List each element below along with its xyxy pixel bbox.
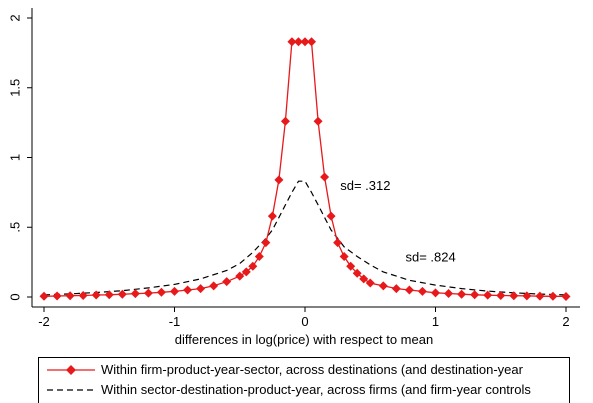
data-point-marker	[248, 261, 258, 271]
data-point-marker	[391, 284, 401, 294]
data-point-marker	[254, 252, 264, 262]
data-point-marker	[267, 211, 277, 221]
x-tick-label: -2	[38, 314, 50, 329]
data-point-marker	[535, 291, 545, 301]
legend-label-series1: Within firm-product-year-sector, across …	[101, 362, 523, 377]
x-ticks: -2 -1 0 1 2	[38, 307, 570, 329]
series-layer	[39, 37, 571, 301]
legend-swatch-series2	[47, 389, 95, 391]
data-point-marker	[326, 211, 336, 221]
data-point-marker	[130, 289, 140, 299]
data-point-marker	[274, 175, 284, 185]
data-point-marker	[65, 291, 75, 301]
data-point-marker	[143, 288, 153, 298]
data-point-marker	[320, 172, 330, 182]
series-line-solid	[43, 41, 567, 298]
data-point-marker	[352, 268, 362, 278]
data-point-marker	[91, 290, 101, 300]
data-point-marker	[470, 290, 480, 300]
data-point-marker	[261, 238, 271, 248]
data-point-marker	[78, 290, 88, 300]
data-point-marker	[196, 284, 206, 294]
y-tick-label: .5	[7, 222, 22, 233]
data-point-marker	[522, 291, 532, 301]
annotation-label: sd= .312	[340, 178, 390, 193]
y-tick-label: 0	[7, 293, 22, 300]
data-point-marker	[313, 116, 323, 126]
data-point-marker	[483, 290, 493, 300]
data-point-marker	[117, 289, 127, 299]
series-line-dashed	[43, 180, 567, 296]
data-point-marker	[280, 116, 290, 126]
data-point-marker	[431, 288, 440, 298]
data-point-marker	[561, 291, 571, 301]
data-point-marker	[209, 281, 219, 291]
data-point-marker	[417, 286, 427, 296]
data-point-marker	[509, 291, 519, 301]
data-point-marker	[444, 289, 454, 299]
data-point-marker	[241, 267, 251, 277]
data-point-marker	[52, 291, 62, 301]
annotation-label: sd= .824	[405, 249, 455, 264]
legend: Within firm-product-year-sector, across …	[38, 357, 570, 403]
data-point-marker	[222, 277, 232, 287]
chart: 0 .5 1 1.5 2 -2 -1 0 1 2 sd= .312 sd= .824 differ…	[7, 8, 580, 347]
y-ticks: 0 .5 1 1.5 2	[7, 14, 32, 301]
data-point-marker	[457, 289, 467, 299]
data-point-marker	[235, 271, 245, 281]
annotation-layer: sd= .312 sd= .824	[340, 178, 456, 264]
x-axis-title: differences in log(price) with respect t…	[175, 332, 433, 347]
x-tick-label: 2	[562, 314, 569, 329]
data-point-marker	[156, 287, 166, 297]
x-tick-label: 0	[301, 314, 308, 329]
legend-swatch-series1	[47, 365, 95, 375]
legend-label-series2: Within sector-destination-product-year, …	[101, 382, 531, 397]
data-point-marker	[404, 285, 414, 295]
data-point-marker	[104, 290, 114, 300]
data-point-marker	[287, 37, 297, 47]
data-point-marker	[365, 278, 375, 288]
data-point-marker	[293, 37, 303, 47]
data-point-marker	[359, 274, 369, 284]
data-point-marker	[183, 285, 193, 295]
y-tick-label: 1.5	[7, 79, 22, 97]
x-tick-label: 1	[432, 314, 439, 329]
y-tick-label: 1	[7, 154, 22, 161]
data-point-marker	[339, 252, 349, 262]
data-point-marker	[378, 281, 388, 291]
data-point-marker	[300, 37, 310, 47]
data-point-marker	[333, 238, 343, 248]
data-point-marker	[39, 291, 49, 301]
data-point-marker	[548, 291, 558, 301]
data-point-marker	[307, 37, 317, 47]
y-tick-label: 2	[7, 14, 22, 21]
data-point-marker	[346, 261, 356, 271]
x-tick-label: -1	[169, 314, 181, 329]
data-point-marker	[496, 290, 506, 300]
data-point-marker	[170, 286, 179, 296]
